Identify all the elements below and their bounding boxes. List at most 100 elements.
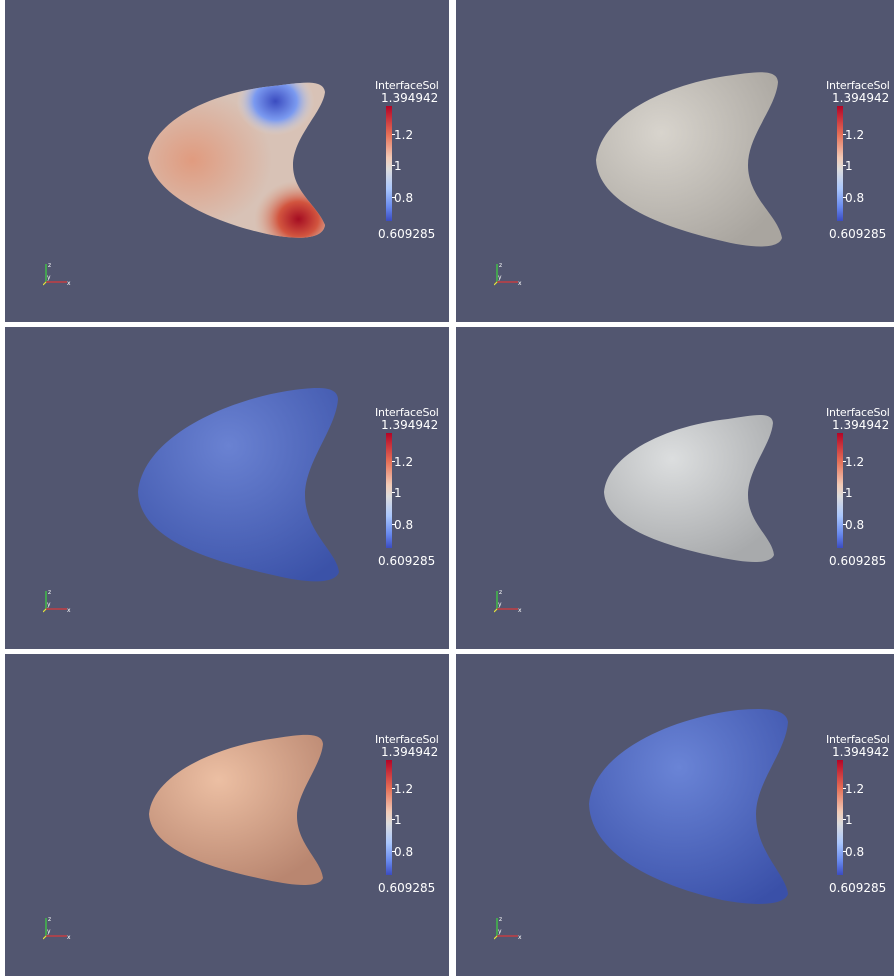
axis-y-label: y: [498, 274, 502, 281]
legend-tick-label: 1.2: [845, 455, 865, 469]
axis-y-label: y: [47, 601, 51, 608]
axis-z-label: z: [48, 916, 51, 923]
legend-title: InterfaceSol: [826, 733, 890, 746]
legend-tick: [843, 788, 846, 789]
legend-tick: [392, 165, 395, 166]
shape-surface: [596, 72, 782, 247]
axis-z-label: z: [48, 262, 51, 269]
render-view-bottom-left[interactable]: InterfaceSol 1.394942 1.2 1 0.8 0.609285…: [5, 654, 449, 976]
color-legend: InterfaceSol 1.394942 1.2 1 0.8 0.609285: [375, 733, 449, 903]
axes-orientation-icon: z y x: [494, 262, 522, 287]
shape-scene: [149, 734, 323, 885]
color-legend: InterfaceSol 1.394942 1.2 1 0.8 0.609285: [826, 406, 894, 576]
legend-tick: [843, 524, 846, 525]
shape-scene: [604, 415, 774, 562]
shape-scene: [589, 709, 788, 904]
legend-tick: [392, 492, 395, 493]
color-legend: InterfaceSol 1.394942 1.2 1 0.8 0.609285: [375, 79, 449, 249]
shape-scene: [148, 82, 325, 238]
legend-tick: [843, 197, 846, 198]
legend-title: InterfaceSol: [375, 79, 439, 92]
legend-tick-label: 1: [394, 486, 402, 500]
legend-color-bar: [386, 760, 392, 875]
axis-z-label: z: [499, 589, 502, 596]
legend-tick-label: 1.2: [845, 128, 865, 142]
shape-scene: [138, 388, 339, 582]
legend-color-bar: [837, 433, 843, 548]
legend-tick-label: 0.8: [845, 845, 865, 859]
axis-y-label: y: [47, 928, 51, 935]
color-legend: InterfaceSol 1.394942 1.2 1 0.8 0.609285: [826, 733, 894, 903]
shape-surface: [149, 734, 323, 885]
render-view-top-left[interactable]: InterfaceSol 1.394942 1.2 1 0.8 0.609285…: [5, 0, 449, 322]
legend-tick-label: 0.8: [394, 845, 414, 859]
render-view-middle-right[interactable]: InterfaceSol 1.394942 1.2 1 0.8 0.609285…: [456, 327, 894, 649]
color-legend: InterfaceSol 1.394942 1.2 1 0.8 0.609285: [826, 79, 894, 249]
legend-tick-label: 0.8: [845, 191, 865, 205]
legend-tick-label: 0.8: [394, 518, 414, 532]
render-view-middle-left[interactable]: InterfaceSol 1.394942 1.2 1 0.8 0.609285…: [5, 327, 449, 649]
axis-y-label: y: [47, 274, 51, 281]
color-legend: InterfaceSol 1.394942 1.2 1 0.8 0.609285: [375, 406, 449, 576]
render-view-top-right[interactable]: InterfaceSol 1.394942 1.2 1 0.8 0.609285…: [456, 0, 894, 322]
legend-tick-label: 1: [394, 159, 402, 173]
axis-x-label: x: [518, 934, 522, 941]
legend-tick: [843, 165, 846, 166]
legend-color-bar: [837, 106, 843, 221]
axes-orientation-icon: z y x: [43, 262, 71, 287]
legend-tick: [843, 492, 846, 493]
legend-tick: [843, 819, 846, 820]
axes-orientation-icon: z y x: [43, 916, 71, 941]
legend-tick-label: 1: [845, 813, 853, 827]
legend-tick-label: 1.2: [394, 455, 414, 469]
legend-title: InterfaceSol: [375, 733, 439, 746]
legend-tick-label: 0.8: [845, 518, 865, 532]
axes-orientation-icon: z y x: [494, 589, 522, 614]
legend-tick: [392, 197, 395, 198]
render-view-bottom-right[interactable]: InterfaceSol 1.394942 1.2 1 0.8 0.609285…: [456, 654, 894, 976]
legend-tick-label: 1: [845, 159, 853, 173]
legend-min-value: 0.609285: [378, 227, 436, 241]
shape-scene: [596, 72, 782, 247]
shape-surface: [138, 388, 339, 582]
axis-z-label: z: [48, 589, 51, 596]
axis-x-label: x: [67, 280, 71, 287]
legend-title: InterfaceSol: [826, 79, 890, 92]
legend-min-value: 0.609285: [378, 881, 436, 895]
legend-tick-label: 1: [394, 813, 402, 827]
legend-max-value: 1.394942: [832, 91, 890, 105]
shape-surface: [589, 709, 788, 904]
legend-tick: [843, 851, 846, 852]
legend-min-value: 0.609285: [378, 554, 436, 568]
legend-tick: [843, 461, 846, 462]
legend-tick-label: 1.2: [394, 782, 414, 796]
legend-title: InterfaceSol: [375, 406, 439, 419]
legend-tick-label: 0.8: [394, 191, 414, 205]
legend-color-bar: [386, 106, 392, 221]
legend-color-bar: [386, 433, 392, 548]
legend-max-value: 1.394942: [832, 418, 890, 432]
legend-max-value: 1.394942: [832, 745, 890, 759]
legend-min-value: 0.609285: [829, 227, 887, 241]
legend-tick: [392, 134, 395, 135]
legend-tick-label: 1.2: [845, 782, 865, 796]
axis-z-label: z: [499, 916, 502, 923]
legend-tick: [392, 788, 395, 789]
axis-x-label: x: [518, 607, 522, 614]
legend-tick-label: 1: [845, 486, 853, 500]
legend-tick: [392, 819, 395, 820]
axis-x-label: x: [518, 280, 522, 287]
axis-x-label: x: [67, 607, 71, 614]
axes-orientation-icon: z y x: [43, 589, 71, 614]
legend-tick: [843, 134, 846, 135]
axis-x-label: x: [67, 934, 71, 941]
axis-y-label: y: [498, 928, 502, 935]
axes-orientation-icon: z y x: [494, 916, 522, 941]
legend-max-value: 1.394942: [381, 745, 439, 759]
axis-y-label: y: [498, 601, 502, 608]
shape-surface: [604, 415, 774, 562]
legend-tick: [392, 461, 395, 462]
legend-tick-label: 1.2: [394, 128, 414, 142]
legend-max-value: 1.394942: [381, 91, 439, 105]
